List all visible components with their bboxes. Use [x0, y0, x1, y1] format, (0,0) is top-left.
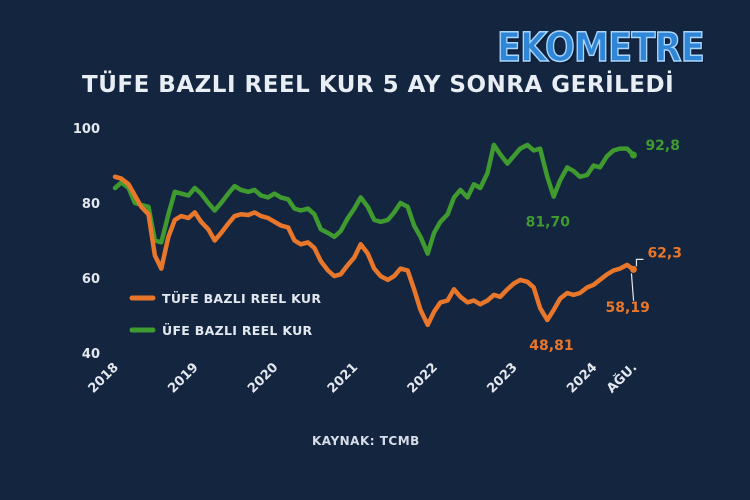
- endpoint-ufe: [629, 151, 637, 159]
- x-tick-label: 2023: [484, 360, 520, 396]
- leader-line: [635, 258, 644, 267]
- legend-label-tufe: TÜFE BAZLI REEL KUR: [162, 291, 321, 306]
- annotation-label: 81,70: [526, 215, 571, 231]
- legend: TÜFE BAZLI REEL KUR ÜFE BAZLI REEL KUR: [129, 291, 321, 338]
- annotation-label: 58,19: [606, 300, 650, 316]
- annotations: 92,8 81,70 62,3 58,19 48,81: [526, 138, 682, 354]
- x-tick-label: 2020: [245, 360, 281, 396]
- brand-logo: EKOMETRE: [496, 25, 705, 71]
- annotation-label: 48,81: [529, 338, 573, 354]
- y-tick-label: 100: [73, 122, 100, 137]
- series-line-tufe: [112, 174, 636, 328]
- source-note: KAYNAK: TCMB: [312, 434, 420, 448]
- endpoint-tufe: [629, 265, 637, 273]
- series-line-ufe: [112, 142, 636, 256]
- x-axis: 2018 2019 2020 2021 2022 2023 2024 AĞU.: [86, 360, 641, 397]
- leader-line: [630, 273, 635, 301]
- y-tick-label: 40: [82, 347, 100, 362]
- annotation-label: 62,3: [647, 245, 682, 261]
- x-tick-label: 2024: [564, 360, 600, 396]
- annotation-label: 92,8: [645, 138, 680, 154]
- x-tick-label: 2021: [325, 360, 361, 396]
- x-tick-label: AĞU.: [603, 360, 640, 397]
- x-tick-label: 2018: [86, 360, 122, 396]
- y-tick-label: 60: [82, 272, 100, 287]
- chart-title: TÜFE BAZLI REEL KUR 5 AY SONRA GERİLEDİ: [82, 72, 675, 98]
- x-tick-label: 2022: [405, 360, 441, 396]
- legend-label-ufe: ÜFE BAZLI REEL KUR: [162, 323, 313, 338]
- y-tick-label: 80: [82, 197, 100, 212]
- x-tick-label: 2019: [165, 360, 201, 396]
- y-axis: 40 60 80 100: [73, 122, 100, 362]
- series-lines: [112, 142, 637, 328]
